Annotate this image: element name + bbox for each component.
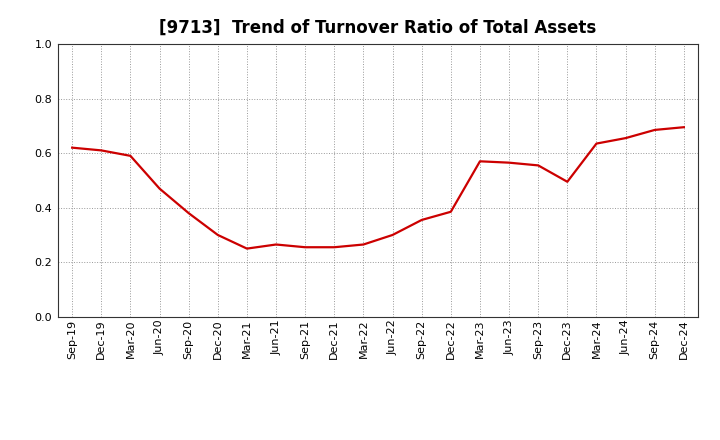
Title: [9713]  Trend of Turnover Ratio of Total Assets: [9713] Trend of Turnover Ratio of Total … — [159, 19, 597, 37]
